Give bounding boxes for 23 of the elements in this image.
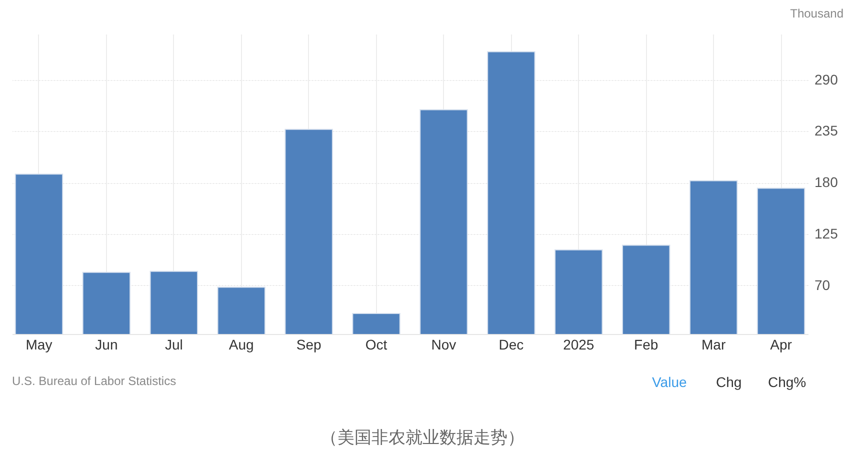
y-axis-title: Thousand (790, 6, 844, 20)
x-tick-label: Mar (701, 336, 726, 352)
x-tick-label: Sep (296, 336, 322, 352)
x-tick-label: Nov (431, 336, 456, 352)
x-tick-label: Jun (95, 336, 118, 352)
x-tick-label: Oct (365, 336, 388, 352)
y-tick-label: 180 (814, 174, 838, 190)
y-tick-label: 70 (814, 276, 830, 293)
x-tick-label: Feb (634, 336, 658, 352)
x-tick-label: Jul (164, 336, 183, 352)
text: U.S. Bureau of Labor Statistics (12, 374, 176, 388)
y-tick-label: 235 (814, 122, 838, 139)
text: Chg (716, 374, 742, 390)
text: Chg% (768, 374, 806, 390)
text: （美国非农就业数据走势） (320, 427, 526, 449)
y-tick-label: 290 (814, 71, 838, 88)
x-tick-label: 2025 (563, 336, 594, 352)
x-tick-label: Apr (770, 336, 792, 352)
x-tick-label: May (26, 336, 52, 352)
x-tick-label: Dec (498, 336, 524, 352)
text: Value (652, 374, 687, 390)
y-tick-label: 125 (814, 226, 838, 242)
x-tick-label: Aug (228, 336, 254, 352)
